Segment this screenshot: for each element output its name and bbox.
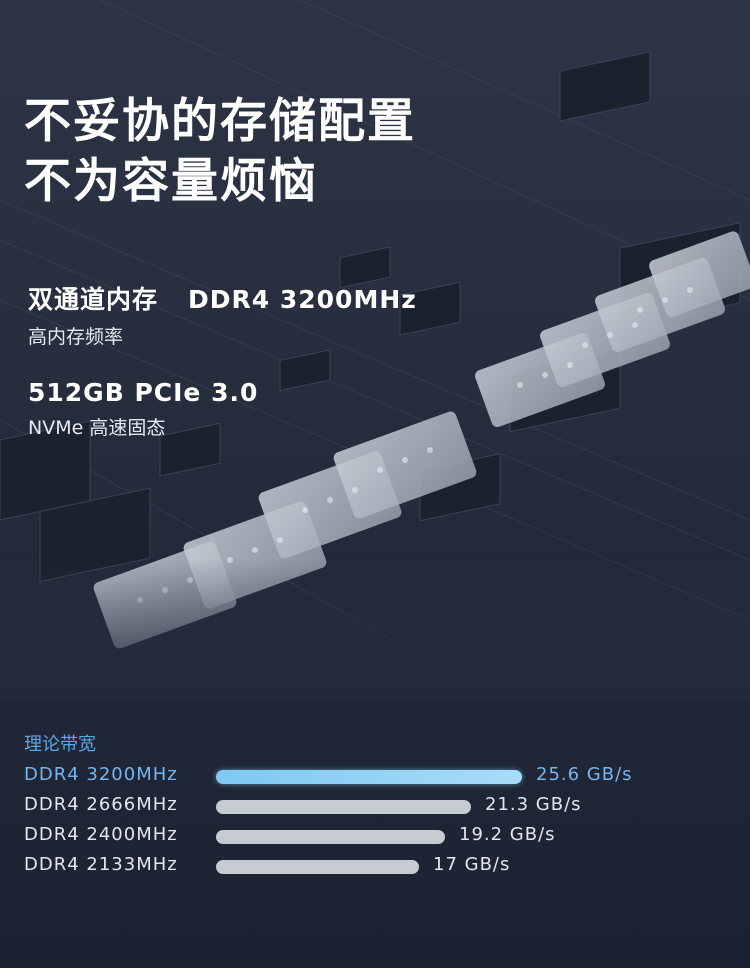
chart-rows: DDR4 3200MHz 25.6 GB/s DDR4 2666MHz 21.3 GB… xyxy=(24,762,724,882)
headline-line1: 不妥协的存储配置 xyxy=(24,94,416,149)
storage-title: 512GB PCIe 3.0 xyxy=(28,378,259,407)
storage-subtitle: NVMe 高速固态 xyxy=(28,417,166,439)
bar-row: DDR4 2400MHz 19.2 GB/s xyxy=(24,822,724,852)
headline: 不妥协的存储配置 不为容量烦恼 xyxy=(24,92,416,212)
bar-row: DDR4 3200MHz 25.6 GB/s xyxy=(24,762,724,792)
bar-row: DDR4 2133MHz 17 GB/s xyxy=(24,852,724,882)
bandwidth-chart: 理论带宽 DDR4 3200MHz 25.6 GB/s DDR4 2666MHz 21… xyxy=(24,730,724,882)
value-label: 17 GB/s xyxy=(433,854,511,875)
bar xyxy=(216,770,522,784)
headline-line2: 不为容量烦恼 xyxy=(24,154,318,209)
memory-title-row: 双通道内存 DDR4 3200MHz xyxy=(28,280,417,316)
value-label: 19.2 GB/s xyxy=(459,824,556,845)
category-label: DDR4 2400MHz xyxy=(24,824,178,845)
memory-title: 双通道内存 xyxy=(28,285,159,314)
memory-spec-value: DDR4 3200MHz xyxy=(188,285,417,314)
bar xyxy=(216,800,471,814)
category-label: DDR4 3200MHz xyxy=(24,764,178,785)
chart-title: 理论带宽 xyxy=(24,734,96,755)
category-label: DDR4 2133MHz xyxy=(24,854,178,875)
value-label: 21.3 GB/s xyxy=(485,794,582,815)
motherboard-illustration xyxy=(0,0,750,700)
memory-subtitle: 高内存频率 xyxy=(28,326,124,348)
bar xyxy=(216,860,419,874)
storage-spec: 512GB PCIe 3.0 NVMe 高速固态 xyxy=(28,378,258,440)
bar xyxy=(216,830,445,844)
value-label: 25.6 GB/s xyxy=(536,764,633,785)
memory-spec: 双通道内存 DDR4 3200MHz 高内存频率 xyxy=(28,280,417,349)
category-label: DDR4 2666MHz xyxy=(24,794,178,815)
bar-row: DDR4 2666MHz 21.3 GB/s xyxy=(24,792,724,822)
